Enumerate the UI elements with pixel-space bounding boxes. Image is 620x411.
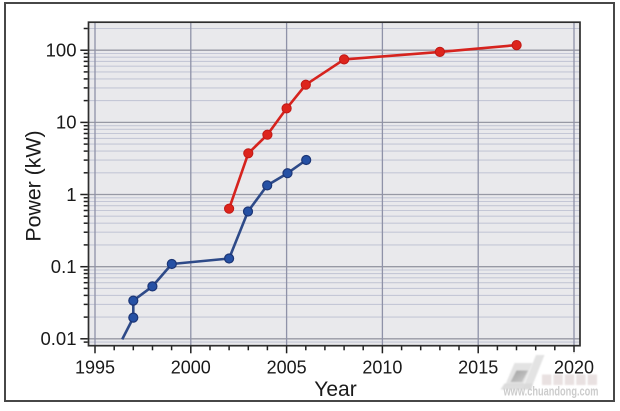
svg-text:2015: 2015: [458, 358, 498, 378]
svg-text:2005: 2005: [267, 358, 307, 378]
svg-text:2020: 2020: [554, 358, 594, 378]
svg-text:www.chuandong.com: www.chuandong.com: [503, 384, 599, 398]
svg-text:1995: 1995: [75, 358, 115, 378]
svg-text:0.1: 0.1: [51, 256, 77, 277]
svg-text:2010: 2010: [362, 358, 402, 378]
svg-text:1: 1: [66, 184, 76, 205]
svg-text:Year: Year: [314, 378, 356, 401]
svg-text:100: 100: [46, 40, 77, 61]
svg-text:Power (kW): Power (kW): [22, 130, 46, 241]
svg-text:2000: 2000: [171, 358, 211, 378]
svg-text:10: 10: [56, 112, 77, 133]
svg-text:0.01: 0.01: [40, 328, 76, 349]
